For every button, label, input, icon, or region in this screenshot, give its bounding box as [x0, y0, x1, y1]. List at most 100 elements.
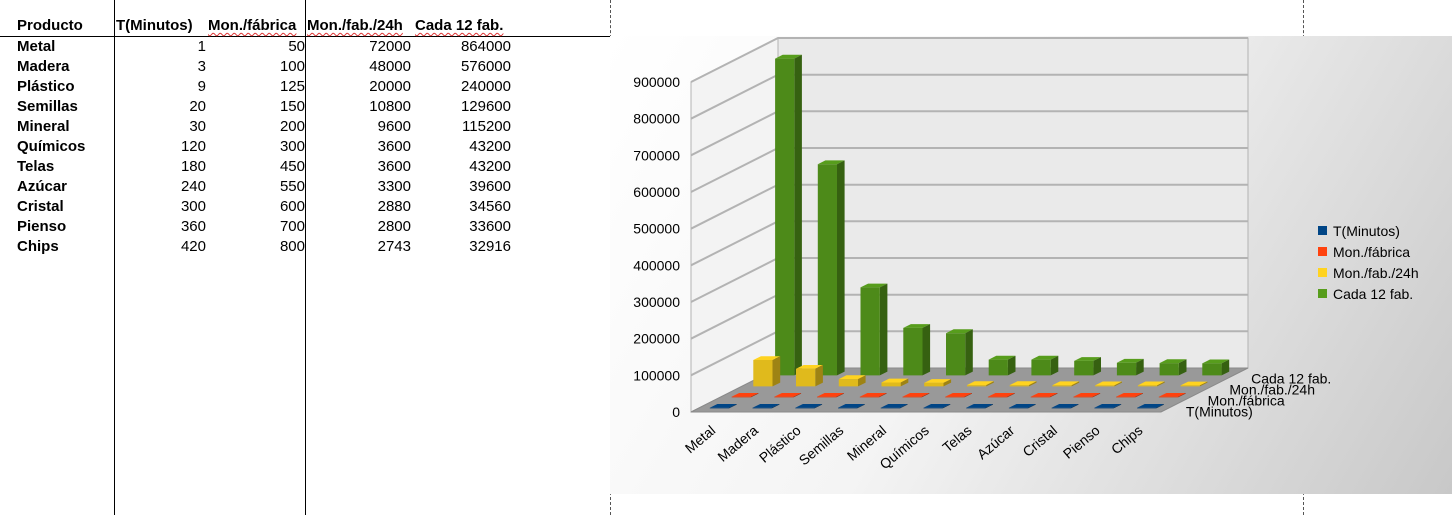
- bar-side: [1049, 393, 1058, 398]
- table-cell[interactable]: 20: [189, 98, 206, 115]
- table-cell[interactable]: 20000: [369, 78, 411, 95]
- table-cell[interactable]: 33600: [469, 218, 511, 235]
- table-cell[interactable]: 100: [279, 58, 305, 75]
- header-cada-12-fab[interactable]: Cada 12 fab.: [415, 17, 504, 34]
- table-cell[interactable]: 125: [279, 78, 305, 95]
- table-cell[interactable]: 300: [279, 138, 305, 155]
- table-cell[interactable]: 576000: [460, 58, 511, 75]
- bar-top: [946, 329, 973, 334]
- bar-front: [1158, 396, 1179, 398]
- table-cell[interactable]: 9600: [377, 118, 411, 135]
- table-cell[interactable]: 3300: [377, 178, 411, 195]
- y-tick-label: 0: [672, 404, 680, 420]
- bar-front: [731, 396, 751, 398]
- bar-front: [859, 396, 879, 398]
- header-mon-fab-24h[interactable]: Mon./fab./24h: [307, 17, 403, 34]
- table-cell[interactable]: 3600: [377, 138, 411, 155]
- table-cell[interactable]: 2880: [377, 198, 411, 215]
- depth-axis-label: Mon./fab./24h: [1229, 382, 1315, 398]
- table-cell[interactable]: 43200: [469, 138, 511, 155]
- table-cell[interactable]: 550: [279, 178, 305, 195]
- row-label[interactable]: Mineral: [17, 118, 70, 135]
- row-label[interactable]: Madera: [17, 58, 70, 75]
- table-cell[interactable]: 120: [180, 138, 206, 155]
- table-cell[interactable]: 180: [180, 158, 206, 175]
- header-mon-fabrica[interactable]: Mon./fábrica: [208, 17, 297, 34]
- bar-side: [942, 404, 951, 409]
- bar-front: [881, 382, 901, 387]
- bar-side: [900, 378, 909, 387]
- table-cell[interactable]: 300: [180, 198, 206, 215]
- header-producto[interactable]: Producto: [17, 17, 83, 34]
- row-label[interactable]: Chips: [17, 238, 59, 255]
- x-tick-label: Pienso: [1060, 422, 1103, 462]
- bar-side: [879, 283, 888, 376]
- bar-top: [838, 404, 865, 408]
- table-cell[interactable]: 700: [279, 218, 305, 235]
- legend-swatch: [1318, 268, 1327, 277]
- bar-top: [817, 160, 845, 165]
- bar-side: [964, 393, 972, 398]
- table-cell[interactable]: 150: [279, 98, 305, 115]
- chart-area[interactable]: 0 100000 200000 300000 400000 500000 600000 700…: [610, 36, 1452, 494]
- bar-side: [729, 404, 737, 409]
- table-cell[interactable]: 32916: [469, 238, 511, 255]
- table-cell[interactable]: 9: [197, 78, 206, 95]
- table-cell[interactable]: 129600: [460, 98, 511, 115]
- table-cell[interactable]: 800: [279, 238, 305, 255]
- table-cell[interactable]: 1: [197, 38, 206, 55]
- bar-front: [1116, 396, 1136, 398]
- table-cell[interactable]: 115200: [462, 118, 511, 135]
- row-label[interactable]: Químicos: [17, 138, 86, 155]
- bar-top: [1159, 359, 1187, 364]
- table-cell[interactable]: 360: [180, 218, 206, 235]
- bar-front: [967, 385, 987, 387]
- depth-axis-label: T(Minutos): [1186, 404, 1253, 420]
- table-cell[interactable]: 420: [180, 238, 206, 255]
- table-cell[interactable]: 50: [288, 38, 305, 55]
- bar-side: [1156, 404, 1164, 409]
- table-cell[interactable]: 450: [279, 158, 305, 175]
- legend-label: Mon./fab./24h: [1333, 264, 1419, 281]
- table-cell[interactable]: 30: [189, 118, 206, 135]
- x-tick-label: Cristal: [1019, 422, 1060, 460]
- y-tick-label: 100000: [633, 367, 680, 383]
- x-tick-label: Azúcar: [974, 422, 1018, 462]
- bar-side: [900, 404, 908, 409]
- table-cell[interactable]: 48000: [369, 58, 411, 75]
- bar-top: [966, 404, 993, 408]
- table-cell[interactable]: 2800: [377, 218, 411, 235]
- bar-side: [922, 324, 931, 376]
- bar-side: [1136, 358, 1144, 376]
- bar-side: [879, 393, 887, 398]
- table-cell[interactable]: 39600: [469, 178, 511, 195]
- table-cell[interactable]: 10800: [369, 98, 411, 115]
- table-cell[interactable]: 3600: [377, 158, 411, 175]
- table-cell[interactable]: 34560: [469, 198, 511, 215]
- table-cell[interactable]: 72000: [369, 38, 411, 55]
- header-t-minutos[interactable]: T(Minutos): [116, 17, 193, 34]
- row-label[interactable]: Metal: [17, 38, 56, 55]
- bar-chart-3d[interactable]: 0 100000 200000 300000 400000 500000 600000 700…: [610, 36, 1452, 494]
- row-label[interactable]: Semillas: [17, 98, 78, 115]
- row-label[interactable]: Pienso: [17, 218, 67, 235]
- table-cell[interactable]: 240: [180, 178, 206, 195]
- row-label[interactable]: Cristal: [17, 198, 64, 215]
- table-cell[interactable]: 3: [197, 58, 206, 75]
- bar-top: [1116, 393, 1143, 397]
- table-cell[interactable]: 200: [279, 118, 305, 135]
- bar-side: [1157, 381, 1165, 387]
- table-cell[interactable]: 43200: [469, 158, 511, 175]
- table-cell[interactable]: 240000: [460, 78, 511, 95]
- bar-top: [1116, 358, 1144, 363]
- table-cell[interactable]: 600: [279, 198, 305, 215]
- table-cell[interactable]: 2743: [377, 238, 411, 255]
- row-label[interactable]: Azúcar: [17, 178, 68, 195]
- bar-top: [945, 393, 972, 397]
- row-label[interactable]: Plástico: [17, 78, 75, 95]
- bar-front: [1180, 385, 1200, 387]
- row-label[interactable]: Telas: [17, 158, 55, 175]
- bar-top: [881, 378, 909, 383]
- table-cell[interactable]: 864000: [460, 38, 511, 55]
- depth-axis-label: Mon./fábrica: [1208, 393, 1285, 409]
